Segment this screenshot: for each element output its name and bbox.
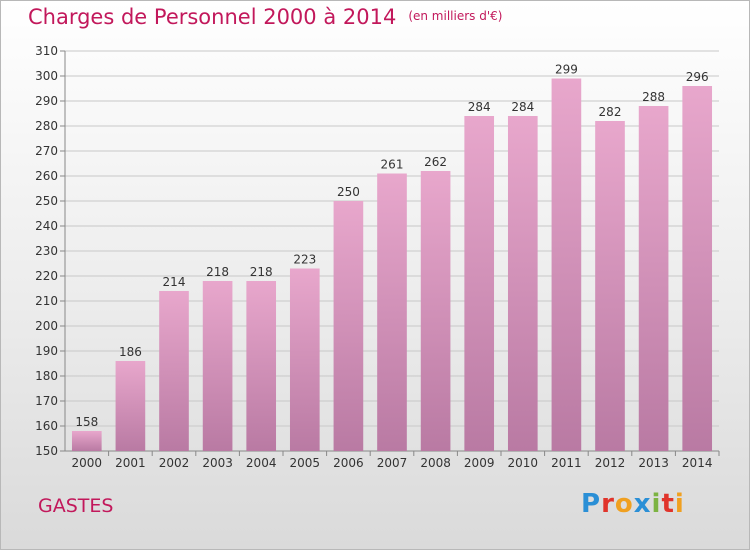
bar	[638, 106, 669, 451]
y-tick-label: 190	[35, 344, 58, 358]
x-tick-label: 2013	[638, 456, 669, 470]
y-tick-label: 160	[35, 419, 58, 433]
y-tick-label: 230	[35, 244, 58, 258]
chart-title: Charges de Personnel 2000 à 2014 (en mill…	[28, 5, 502, 29]
y-tick-label: 260	[35, 169, 58, 183]
value-labels: 158 186 214 218 218 223 250 261 262 284 284 299 282 2…	[75, 63, 708, 430]
x-tick-label: 2007	[377, 456, 408, 470]
data-label: 299	[555, 63, 578, 77]
bar	[377, 173, 407, 451]
y-tick-label: 270	[35, 144, 58, 158]
data-label: 288	[642, 90, 665, 104]
bars	[71, 78, 713, 451]
y-tick-label: 200	[35, 319, 58, 333]
x-tick-label: 2000	[72, 456, 103, 470]
x-tick-label: 2005	[290, 456, 321, 470]
bar	[289, 268, 320, 451]
bar	[682, 86, 713, 451]
y-tick-label: 150	[35, 444, 58, 458]
x-tick-label: 2012	[595, 456, 626, 470]
y-tick-label: 310	[35, 44, 58, 58]
title-text: Charges de Personnel 2000 à 2014	[28, 5, 397, 29]
data-label: 284	[511, 100, 534, 114]
y-tick-label: 300	[35, 69, 58, 83]
x-tick-label: 2008	[420, 456, 451, 470]
proxiti-logo: Proxiti	[581, 489, 685, 519]
x-tick-label: 2004	[246, 456, 277, 470]
bar	[71, 431, 102, 451]
bar	[551, 78, 582, 451]
y-tick-label: 210	[35, 294, 58, 308]
data-label: 218	[250, 265, 273, 279]
data-label: 262	[424, 155, 447, 169]
data-label: 296	[686, 70, 709, 84]
x-tick-label: 2011	[551, 456, 582, 470]
bar	[595, 121, 625, 451]
y-tick-label: 280	[35, 119, 58, 133]
x-tick-label: 2009	[464, 456, 495, 470]
data-label: 214	[163, 275, 186, 289]
data-label: 261	[381, 158, 404, 172]
bar	[115, 361, 146, 451]
y-tick-label: 240	[35, 219, 58, 233]
x-tick-label: 2006	[333, 456, 364, 470]
bar	[246, 281, 277, 451]
bar	[420, 171, 451, 451]
bar	[202, 281, 233, 451]
bar	[159, 291, 189, 451]
x-tick-label: 2002	[159, 456, 190, 470]
data-label: 284	[468, 100, 491, 114]
bar	[507, 116, 538, 451]
bar	[464, 116, 495, 451]
data-label: 282	[599, 105, 622, 119]
x-tick-label: 2010	[508, 456, 539, 470]
x-tick-label: 2001	[115, 456, 146, 470]
data-label: 223	[293, 253, 316, 267]
x-tick-label: 2014	[682, 456, 713, 470]
y-tick-label: 180	[35, 369, 58, 383]
bar	[333, 201, 364, 451]
x-tick-label: 2003	[202, 456, 233, 470]
y-tick-label: 250	[35, 194, 58, 208]
y-tick-label: 170	[35, 394, 58, 408]
chart-subtitle: (en milliers d'€)	[408, 9, 503, 23]
place-name: GASTES	[38, 495, 114, 517]
y-tick-label: 220	[35, 269, 58, 283]
data-label: 250	[337, 185, 360, 199]
data-label: 218	[206, 265, 229, 279]
data-label: 186	[119, 345, 142, 359]
data-label: 158	[75, 415, 98, 429]
y-tick-label: 290	[35, 94, 58, 108]
